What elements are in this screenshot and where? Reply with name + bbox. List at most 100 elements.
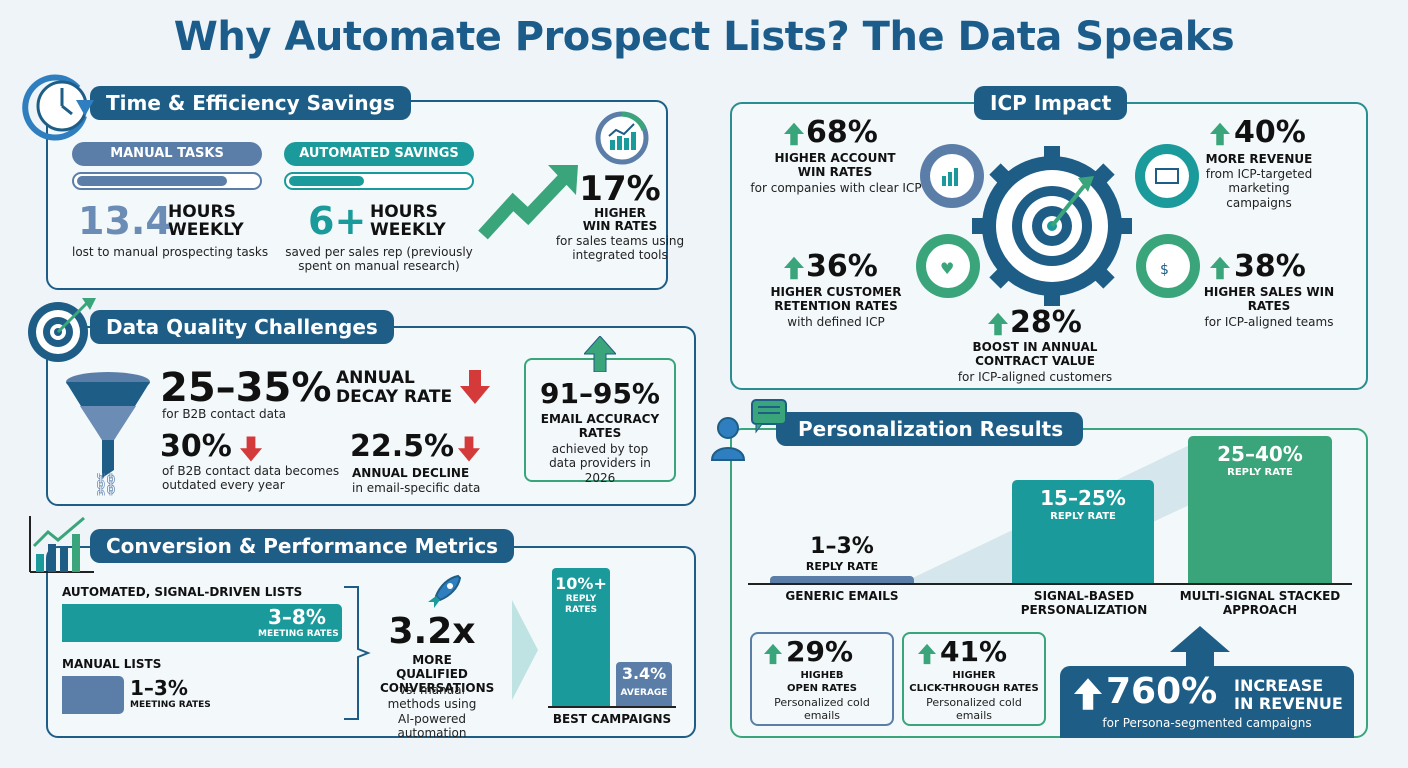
icp-stat-value: 28% — [1010, 305, 1082, 340]
automated-savings-progress — [284, 172, 474, 190]
multi-signal-sub: REPLY RATE — [1227, 467, 1293, 478]
manual-hours-desc: lost to manual prospecting tasks — [72, 245, 269, 259]
icp-stat-value: 40% — [1234, 115, 1306, 150]
generic-emails-bar — [770, 576, 914, 584]
clock-refresh-icon — [22, 74, 94, 141]
automated-savings-pill: AUTOMATED SAVINGS — [284, 142, 474, 166]
qualified-label: MORE QUALIFIED CONVERSATIONS — [380, 653, 495, 695]
data-quality-heading: Data Quality Challenges — [90, 310, 394, 344]
up-arrow-green-icon — [1210, 256, 1230, 280]
multi-signal-bar — [1188, 436, 1332, 584]
revenue-line2: IN REVENUE — [1234, 694, 1343, 713]
generic-emails-label: GENERIC EMAILS — [785, 589, 899, 603]
automated-savings-progress-fill — [289, 176, 364, 186]
ctr-line1: HIGHER — [952, 670, 996, 681]
user-chat-icon — [710, 399, 787, 461]
icp-stat-value: 68% — [806, 115, 878, 150]
growth-arrow-icon — [478, 165, 578, 240]
multi-signal-value: 25–40% — [1217, 442, 1303, 466]
win-rate-line1: HIGHER — [594, 206, 646, 220]
revenue-line1: INCREASE — [1234, 676, 1324, 695]
icp-stat-desc: for ICP-aligned customers — [957, 370, 1113, 384]
manual-tasks-progress — [72, 172, 262, 190]
manual-lists-sub: MEETING RATES — [130, 700, 211, 710]
email-decline-desc: in email-specific data — [352, 481, 481, 495]
open-rates-value: 29% — [786, 635, 854, 668]
icp-stat-value: 38% — [1234, 249, 1306, 284]
win-rate-value: 17% — [579, 169, 661, 209]
bracket-icon — [344, 586, 371, 720]
page-title: Why Automate Prospect Lists? The Data Sp… — [173, 14, 1235, 60]
chevron-right-icon — [512, 600, 538, 700]
generic-emails-value: 1–3% — [810, 534, 874, 559]
icp-stat-desc: with defined ICP — [787, 315, 885, 329]
manual-lists-bar — [62, 676, 124, 714]
manual-lists-label: MANUAL LISTS — [62, 657, 162, 671]
down-arrow-red-icon — [458, 436, 480, 462]
revenue-desc: for Persona-segmented campaigns — [1102, 716, 1312, 730]
ctr-line2: CLICK-THROUGH RATES — [909, 683, 1039, 694]
decay-rate-desc: for B2B contact data — [162, 407, 286, 421]
ctr-desc: Personalized cold emails — [926, 696, 1022, 723]
open-rates-desc: Personalized cold emails — [774, 696, 870, 723]
manual-tasks-progress-fill — [77, 176, 227, 186]
rocket-icon — [428, 574, 462, 608]
icp-stat-label: HIGHER CUSTOMER RETENTION RATES — [770, 285, 902, 313]
icp-stat-label: BOOST IN ANNUAL CONTRACT VALUE — [972, 340, 1098, 368]
manual-lists-value: 1–3% — [130, 676, 188, 700]
automated-hours-desc: saved per sales rep (previously spent on… — [285, 245, 473, 274]
outdated-value: 30% — [160, 429, 232, 464]
down-arrow-red-icon — [460, 370, 490, 404]
email-accuracy-value: 91–95% — [540, 377, 660, 410]
signal-based-label: SIGNAL-BASED PERSONALIZATION — [1020, 589, 1148, 617]
manual-hours-unit-2: WEEKLY — [168, 220, 244, 240]
up-arrow-white-icon — [1074, 678, 1102, 710]
automated-lists-bar — [62, 604, 342, 642]
open-rates-line2: OPEN RATES — [786, 683, 858, 694]
generic-emails-sub: REPLY RATE — [805, 560, 879, 573]
average-value: 3.4% — [621, 664, 667, 683]
decay-rate-label-1: ANNUAL — [336, 368, 415, 388]
email-accuracy-desc: achieved by top data providers in 2026 — [549, 442, 651, 485]
personalization-baseline — [748, 583, 1352, 585]
svg-text:♥: ♥ — [940, 259, 954, 278]
bar-chart-growth-icon — [29, 516, 94, 573]
automated-hours-unit-2: WEEKLY — [370, 220, 446, 240]
decay-rate-value: 25–35% — [160, 365, 332, 411]
manual-hours-unit-1: HOURS — [168, 202, 236, 222]
conversion-heading: Conversion & Performance Metrics — [90, 529, 515, 563]
icp-stat-label: MORE REVENUE — [1205, 152, 1313, 166]
best-campaigns-caption: BEST CAMPAIGNS — [552, 712, 672, 726]
icp-stat-value: 36% — [806, 249, 878, 284]
svg-text:$: $ — [1160, 262, 1169, 278]
revenue-callout — [1060, 666, 1354, 738]
automated-lists-value: 3–8% — [268, 605, 326, 629]
automated-hours-unit-1: HOURS — [370, 202, 438, 222]
best-campaigns-bar — [552, 568, 610, 706]
up-arrow-green-icon — [784, 256, 804, 280]
funnel-icon: ⛓ — [66, 372, 150, 496]
icp-stat-desc: for ICP-aligned teams — [1204, 315, 1334, 329]
signal-based-sub: REPLY RATE — [1050, 511, 1116, 522]
best-campaigns-sub: REPLY RATES — [565, 594, 597, 615]
up-arrow-green-icon — [988, 312, 1008, 336]
icp-stat-desc: from ICP-targeted marketing campaigns — [1205, 167, 1313, 210]
up-arrow-green-icon — [584, 336, 616, 372]
automated-hours-value: 6+ — [308, 199, 367, 243]
up-arrow-green-icon — [784, 122, 804, 146]
average-bar — [616, 662, 672, 706]
email-decline-label: ANNUAL DECLINE — [352, 466, 470, 480]
manual-tasks-pill: MANUAL TASKS — [72, 142, 262, 166]
up-arrow-navy-icon — [1170, 626, 1230, 668]
email-accuracy-card — [524, 358, 676, 482]
icp-stat-label: HIGHER SALES WIN RATES — [1203, 285, 1335, 313]
multi-signal-label: MULTI-SIGNAL STACKED APPROACH — [1179, 589, 1341, 617]
time-efficiency-heading: Time & Efficiency Savings — [90, 86, 411, 120]
chart-ring-icon — [595, 111, 649, 165]
time-efficiency-panel — [46, 100, 668, 290]
open-rates-line1: HIGHEB — [800, 670, 844, 681]
svg-text:⛓: ⛓ — [92, 473, 120, 496]
qualified-desc: vs. manual methods using AI-powered auto… — [387, 683, 477, 741]
up-arrow-green-icon — [764, 643, 782, 665]
up-arrow-green-icon — [1210, 122, 1230, 146]
